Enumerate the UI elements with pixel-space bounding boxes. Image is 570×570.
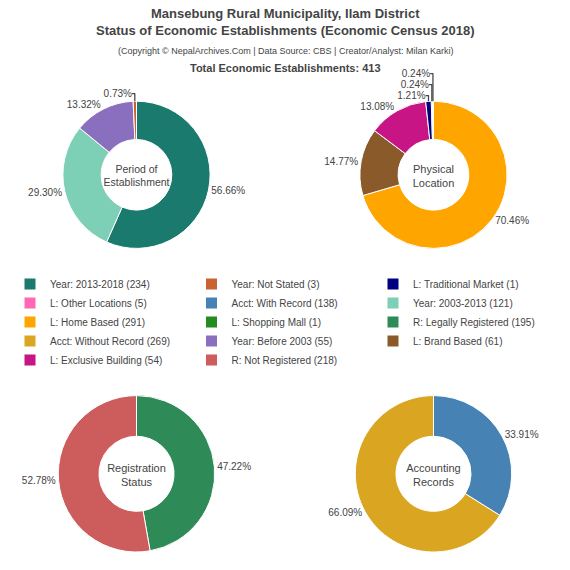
svg-text:Total Economic Establishments:: Total Economic Establishments: 413 [190,62,381,74]
svg-text:L: Home Based (291): L: Home Based (291) [50,317,145,328]
svg-text:70.46%: 70.46% [495,215,529,226]
svg-text:L: Brand Based (61): L: Brand Based (61) [413,336,503,347]
svg-text:Year: 2003-2013 (121): Year: 2003-2013 (121) [413,298,513,309]
svg-text:33.91%: 33.91% [505,429,539,440]
svg-text:56.66%: 56.66% [211,185,245,196]
svg-text:Mansebung Rural Municipality,: Mansebung Rural Municipality, Ilam Distr… [96,6,475,38]
svg-text:0.24%: 0.24% [401,79,429,90]
svg-text:1.21%: 1.21% [397,90,425,101]
svg-text:Year: Before 2003 (55): Year: Before 2003 (55) [232,336,333,347]
svg-text:14.77%: 14.77% [324,156,358,167]
svg-text:Year: 2013-2018 (234): Year: 2013-2018 (234) [50,279,150,290]
svg-text:29.30%: 29.30% [28,187,62,198]
svg-text:R: Legally Registered (195): R: Legally Registered (195) [413,317,535,328]
svg-text:0.24%: 0.24% [402,68,430,79]
svg-text:L: Other Locations (5): L: Other Locations (5) [50,298,147,309]
svg-text:(Copyright © NepalArchives.Com: (Copyright © NepalArchives.Com | Data So… [118,46,453,56]
svg-text:Acct: With Record (138): Acct: With Record (138) [232,298,338,309]
svg-text:0.73%: 0.73% [104,88,132,99]
svg-text:AccountingRecords: AccountingRecords [406,462,460,488]
svg-text:13.32%: 13.32% [67,99,101,110]
svg-text:L: Traditional Market (1): L: Traditional Market (1) [413,279,519,290]
svg-text:52.78%: 52.78% [22,475,56,486]
svg-text:L: Shopping Mall (1): L: Shopping Mall (1) [232,317,322,328]
svg-text:PhysicalLocation: PhysicalLocation [413,163,455,189]
svg-text:66.09%: 66.09% [328,507,362,518]
svg-text:RegistrationStatus: RegistrationStatus [107,462,166,488]
svg-text:L: Exclusive Building (54): L: Exclusive Building (54) [50,355,162,366]
svg-text:R: Not Registered (218): R: Not Registered (218) [232,355,338,366]
svg-text:Year: Not Stated (3): Year: Not Stated (3) [232,279,320,290]
svg-text:Acct: Without Record (269): Acct: Without Record (269) [50,336,170,347]
svg-text:13.08%: 13.08% [360,101,394,112]
svg-text:Period ofEstablishment: Period ofEstablishment [104,163,170,189]
svg-text:47.22%: 47.22% [217,461,251,472]
